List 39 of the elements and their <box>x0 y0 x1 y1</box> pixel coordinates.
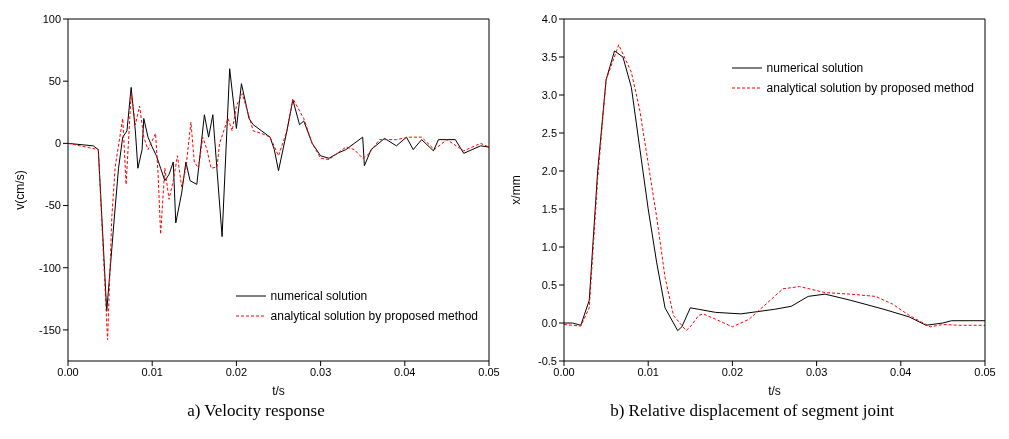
y-tick-label: 100 <box>42 12 61 25</box>
x-axis-title: t/s <box>272 384 285 398</box>
x-tick-label: 0.00 <box>553 365 575 378</box>
y-tick-label: -150 <box>38 323 61 336</box>
x-tick-label: 0.04 <box>394 365 416 378</box>
x-tick-label: 0.05 <box>478 365 500 378</box>
y-tick-label: 1.5 <box>541 202 557 215</box>
line-series <box>68 93 489 341</box>
y-tick-label: 2.5 <box>541 126 557 139</box>
text: a) Velocity response <box>186 401 326 421</box>
y-tick-label: 3.5 <box>541 50 557 63</box>
x-tick-label: 0.05 <box>974 365 996 378</box>
y-tick-label: 0.0 <box>541 316 557 329</box>
y-tick-label: 4.0 <box>541 12 557 25</box>
x-tick-label: 0.00 <box>57 365 79 378</box>
x-tick-label: 0.02 <box>721 365 744 378</box>
y-tick-label: 1.0 <box>541 240 557 253</box>
x-tick-label: 0.03 <box>805 365 828 378</box>
legend-label: numerical solution <box>270 289 368 303</box>
x-tick-label: 0.01 <box>637 365 659 378</box>
y-tick-label: -50 <box>45 199 61 212</box>
text: b) Relative displacement of segment joint <box>609 401 895 421</box>
legend-label: analytical solution by proposed method <box>270 309 478 323</box>
x-tick-label: 0.01 <box>141 365 163 378</box>
x-axis-title: t/s <box>768 384 781 398</box>
y-axis-title: x/mm <box>509 175 524 205</box>
y-tick-label: 0.5 <box>541 278 557 291</box>
y-tick-label: 0 <box>54 137 61 150</box>
legend-label: numerical solution <box>766 61 864 75</box>
x-tick-label: 0.02 <box>225 365 248 378</box>
y-tick-label: 2.0 <box>541 164 557 177</box>
y-tick-label: 3.0 <box>541 88 557 101</box>
y-axis-title: v(cm/s) <box>13 170 28 210</box>
x-tick-label: 0.04 <box>890 365 912 378</box>
y-tick-label: -0.5 <box>538 354 557 367</box>
y-tick-label: -100 <box>38 261 61 274</box>
x-tick-label: 0.03 <box>309 365 332 378</box>
y-tick-label: 50 <box>48 75 61 88</box>
legend-label: analytical solution by proposed method <box>766 81 974 95</box>
